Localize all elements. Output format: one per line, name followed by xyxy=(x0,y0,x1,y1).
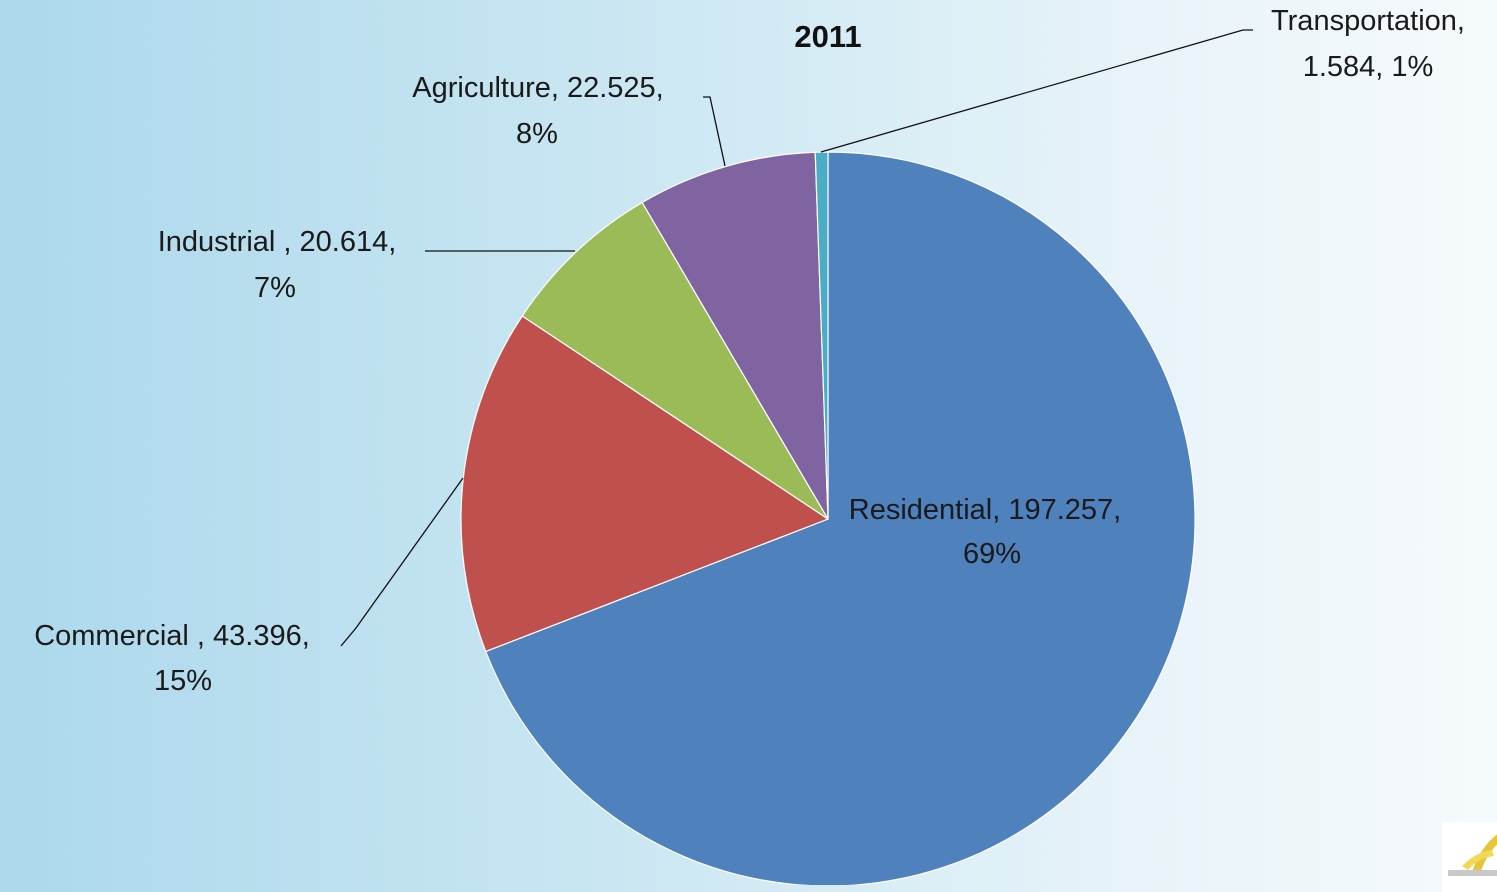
label-agriculture-line1: Agriculture, 22.525, xyxy=(412,72,663,104)
label-industrial-line2: 7% xyxy=(254,272,296,304)
label-agriculture-line2: 8% xyxy=(516,118,558,150)
pie-slice-commercial xyxy=(460,315,830,653)
leader-line-transportation xyxy=(820,29,1253,153)
label-commercial-line2: 15% xyxy=(154,665,212,697)
pie-slice-industrial xyxy=(521,201,829,520)
label-transportation-line2: 1.584, 1% xyxy=(1303,51,1434,83)
chart-title: 2011 xyxy=(794,19,861,54)
label-residential-line1: Residential, 197.257, xyxy=(849,494,1121,526)
pie-slices xyxy=(460,151,1196,885)
leader-line-commercial xyxy=(340,477,464,647)
label-transportation-line1: Transportation, xyxy=(1271,5,1465,37)
pie-slice-agriculture xyxy=(641,151,829,520)
leader-line-agriculture xyxy=(703,96,726,167)
logo-icon xyxy=(1442,822,1497,892)
pie-slice-residential xyxy=(484,151,1196,885)
label-residential-line2: 69% xyxy=(963,538,1021,570)
label-commercial-line1: Commercial , 43.396, xyxy=(34,620,310,652)
label-industrial-line1: Industrial , 20.614, xyxy=(158,226,397,258)
